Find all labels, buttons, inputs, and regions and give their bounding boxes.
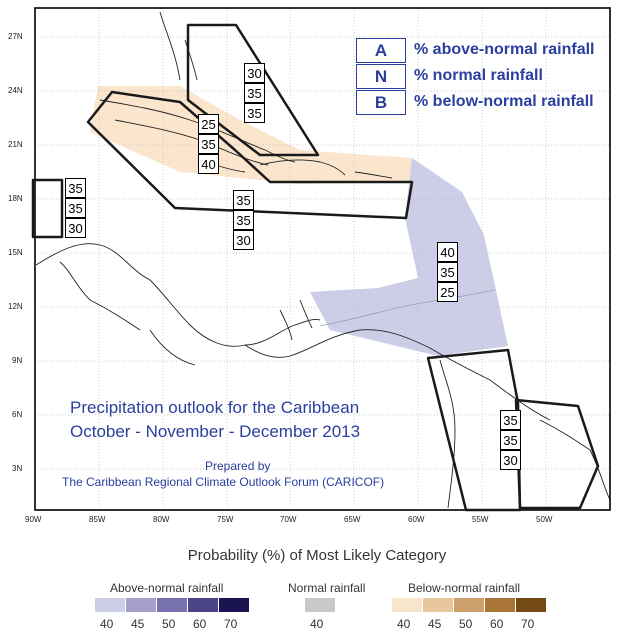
lon-tick: 70W: [280, 515, 297, 524]
lon-tick: 90W: [25, 515, 42, 524]
above-level-label: 45: [131, 617, 145, 631]
antilles-below: 30: [233, 230, 254, 250]
above-normal-shading: [310, 158, 508, 356]
lon-tick: 50W: [536, 515, 553, 524]
lon-tick: 60W: [408, 515, 425, 524]
forum-name: The Caribbean Regional Climate Outlook F…: [62, 475, 385, 489]
above-level-label: 70: [224, 617, 238, 631]
bahamas-below: 35: [244, 103, 265, 123]
belize-below: 30: [65, 218, 86, 238]
legend-text-above: % above-normal rainfall: [414, 41, 595, 58]
below-normal-shading: [90, 86, 412, 184]
above-level-label: 40: [100, 617, 114, 631]
lat-tick: 6N: [12, 410, 23, 419]
above-swatch-70: [219, 598, 249, 612]
normal-legend-title: Normal rainfall: [288, 581, 366, 595]
lat-tick: 18N: [8, 194, 23, 203]
lat-tick: 27N: [8, 32, 23, 41]
lat-tick: 9N: [12, 356, 23, 365]
below-level-label: 50: [459, 617, 473, 631]
legend-text-below: % below-normal rainfall: [414, 93, 594, 110]
cuba-above: 25: [198, 114, 219, 134]
cuba-below: 40: [198, 154, 219, 174]
below-swatch-40: [392, 598, 422, 612]
guianas-above: 35: [500, 410, 521, 430]
lon-tick: 85W: [89, 515, 106, 524]
above-swatch-60: [188, 598, 218, 612]
below-swatch-45: [423, 598, 453, 612]
lat-tick: 12N: [8, 302, 23, 311]
guianas-below: 30: [500, 450, 521, 470]
above-level-label: 50: [162, 617, 176, 631]
lon-tick: 80W: [153, 515, 170, 524]
antilles-above: 35: [233, 190, 254, 210]
above-level-label: 60: [193, 617, 207, 631]
belize-above: 35: [65, 178, 86, 198]
eastern-normal: 35: [437, 262, 458, 282]
bahamas-above: 30: [244, 63, 265, 83]
lon-tick: 65W: [344, 515, 361, 524]
belize-normal: 35: [65, 198, 86, 218]
lon-tick: 75W: [217, 515, 234, 524]
zone-belize-outline: [31, 178, 64, 239]
legend-key-below: B: [356, 90, 406, 115]
eastern-below: 25: [437, 282, 458, 302]
above-swatch-40: [95, 598, 125, 612]
below-level-label: 40: [397, 617, 411, 631]
legend-key-normal: N: [356, 64, 406, 89]
below-swatch-50: [454, 598, 484, 612]
lat-tick: 24N: [8, 86, 23, 95]
below-normal-legend-title: Below-normal rainfall: [408, 581, 521, 595]
below-swatch-70: [516, 598, 546, 612]
above-swatch-50: [157, 598, 187, 612]
cuba-normal: 35: [198, 134, 219, 154]
lat-tick: 21N: [8, 140, 23, 149]
below-level-label: 60: [490, 617, 504, 631]
lat-tick: 3N: [12, 464, 23, 473]
below-level-label: 45: [428, 617, 442, 631]
below-swatch-60: [485, 598, 515, 612]
lon-tick: 55W: [472, 515, 489, 524]
zone-french-guiana-outline: [514, 398, 600, 510]
bahamas-normal: 35: [244, 83, 265, 103]
guianas-normal: 35: [500, 430, 521, 450]
legend-key-above: A: [356, 38, 406, 63]
lat-tick: 15N: [8, 248, 23, 257]
map-frame: [34, 7, 611, 511]
antilles-normal: 35: [233, 210, 254, 230]
boundary-line: [319, 289, 496, 327]
zone-bahamas-outline: [186, 23, 320, 157]
eastern-above: 40: [437, 242, 458, 262]
probability-legend-title: Probability (%) of Most Likely Category: [187, 547, 447, 564]
normal-level-label: 40: [310, 617, 324, 631]
above-swatch-45: [126, 598, 156, 612]
prepared-by: Prepared by: [205, 459, 271, 473]
normal-swatch-40: [305, 598, 335, 612]
outlook-title-line1: Precipitation outlook for the Caribbean: [70, 398, 360, 417]
legend-text-normal: % normal rainfall: [414, 67, 543, 84]
outlook-title-line2: October - November - December 2013: [70, 422, 361, 441]
above-normal-legend-title: Above-normal rainfall: [110, 581, 224, 595]
below-level-label: 70: [521, 617, 535, 631]
